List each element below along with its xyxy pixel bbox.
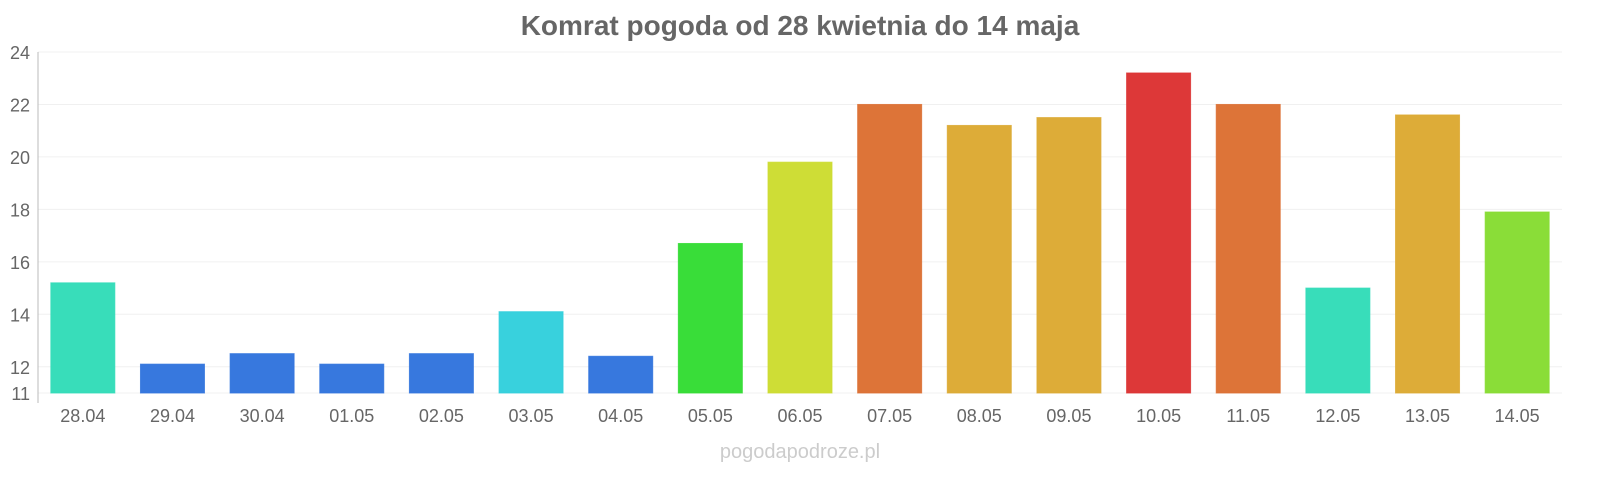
x-tick-label: 30.04 [240, 406, 285, 426]
y-tick-label: 16 [10, 253, 30, 273]
bar-13.05 [1395, 114, 1461, 394]
y-tick-label: 11 [11, 384, 30, 404]
y-tick-label: 24 [10, 43, 30, 63]
y-tick-label: 14 [10, 305, 30, 325]
x-tick-label: 28.04 [60, 406, 105, 426]
bar-29.04 [139, 363, 205, 394]
bar-30.04 [229, 353, 295, 394]
x-tick-label: 10.05 [1136, 406, 1181, 426]
bar-03.05 [498, 311, 564, 394]
x-tick-label: 02.05 [419, 406, 464, 426]
x-tick-label: 14.05 [1495, 406, 1540, 426]
x-tick-label: 04.05 [598, 406, 643, 426]
x-tick-label: 29.04 [150, 406, 195, 426]
bar-05.05 [677, 242, 743, 394]
x-tick-label: 06.05 [777, 406, 822, 426]
x-tick-label: 07.05 [867, 406, 912, 426]
x-tick-label: 12.05 [1315, 406, 1360, 426]
bar-11.05 [1215, 103, 1281, 394]
x-tick-label: 03.05 [509, 406, 554, 426]
y-tick-label: 18 [10, 200, 30, 220]
bar-14.05 [1484, 211, 1550, 394]
x-tick-label: 05.05 [688, 406, 733, 426]
x-tick-label: 11.05 [1226, 406, 1270, 426]
footer-watermark[interactable]: pogodapodroze.pl [719, 441, 881, 463]
x-tick-label: 13.05 [1405, 406, 1450, 426]
bar-01.05 [319, 363, 385, 394]
y-tick-label: 12 [10, 358, 30, 378]
bar-12.05 [1305, 287, 1371, 394]
chart-title: Komrat pogoda od 28 kwietnia do 14 maja [520, 10, 1080, 41]
x-tick-label: 09.05 [1046, 406, 1091, 426]
bar-04.05 [588, 355, 654, 394]
x-tick-label: 01.05 [329, 406, 374, 426]
bar-10.05 [1126, 72, 1192, 394]
bar-02.05 [408, 353, 474, 394]
bar-07.05 [857, 103, 923, 394]
bar-09.05 [1036, 117, 1102, 394]
x-tick-label: 08.05 [957, 406, 1002, 426]
bar-08.05 [946, 124, 1012, 394]
y-tick-label: 22 [10, 95, 30, 115]
bar-06.05 [767, 161, 833, 394]
y-tick-label: 20 [10, 148, 30, 168]
bar-28.04 [50, 282, 116, 394]
